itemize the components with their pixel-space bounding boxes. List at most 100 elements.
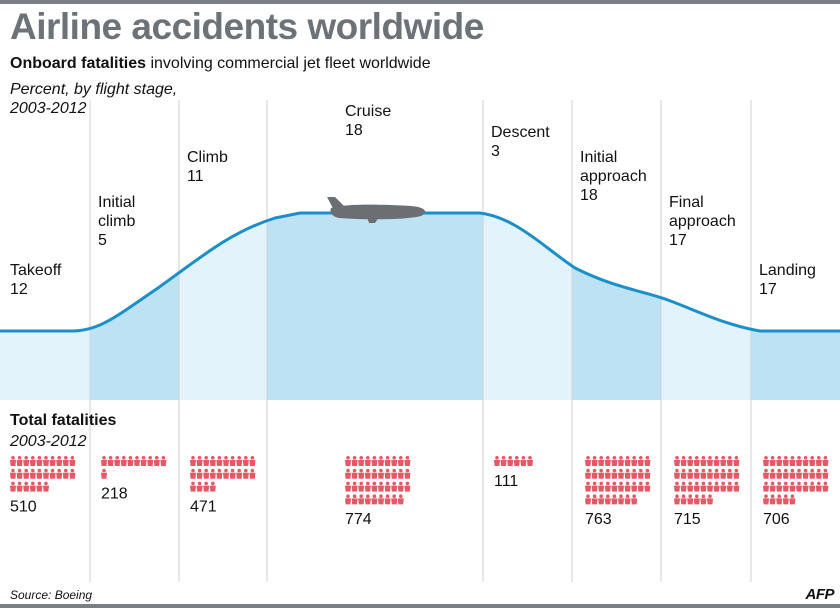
person-head — [405, 456, 410, 460]
person-body — [216, 460, 223, 466]
flight-path-line — [0, 211, 840, 333]
person-body — [631, 460, 638, 466]
person-head — [803, 468, 808, 473]
person-head — [108, 456, 113, 460]
person-body — [637, 472, 644, 479]
person-body — [404, 460, 411, 466]
page-title: Airline accidents worldwide — [10, 6, 484, 47]
person-body — [147, 460, 154, 466]
person-body — [674, 498, 680, 505]
person-head — [217, 456, 222, 460]
person-body — [404, 472, 411, 479]
person-body — [611, 485, 618, 492]
person-head — [17, 456, 22, 460]
person-head — [728, 468, 732, 473]
stage-percent-label: 5 — [98, 232, 107, 249]
stage-percent-label: 12 — [10, 281, 28, 298]
area-band-3 — [267, 213, 483, 400]
stage-percent-label: 3 — [491, 143, 500, 160]
person-head — [385, 494, 390, 499]
person-body — [680, 472, 687, 479]
person-body — [815, 472, 822, 479]
person-head — [714, 468, 719, 473]
person-body — [49, 460, 56, 466]
person-body — [62, 460, 69, 466]
person-head — [639, 481, 643, 486]
person-head — [681, 456, 686, 460]
area-band-4 — [483, 213, 572, 400]
person-head — [122, 456, 126, 460]
person-body — [700, 472, 707, 479]
person-head — [797, 456, 801, 460]
totals-title: Total fatalities — [10, 412, 117, 429]
person-body — [680, 460, 687, 466]
person-body — [687, 460, 694, 466]
person-body — [29, 460, 36, 466]
person-head — [115, 456, 119, 460]
person-head — [50, 468, 55, 473]
person-head — [790, 481, 795, 486]
person-head — [385, 468, 390, 473]
person-body — [598, 498, 605, 505]
person-head — [372, 481, 377, 486]
person-body — [371, 498, 378, 505]
person-body — [43, 472, 49, 479]
person-head — [764, 481, 768, 486]
person-body — [700, 498, 707, 505]
person-body — [10, 485, 16, 492]
person-body — [209, 485, 216, 492]
fatality-pictogram-1 — [101, 456, 167, 479]
person-body — [585, 460, 591, 466]
person-head — [770, 468, 775, 473]
person-body — [604, 460, 611, 466]
person-head — [224, 468, 228, 473]
person-body — [345, 498, 351, 505]
area-band-1 — [90, 213, 179, 400]
person-head — [392, 494, 397, 499]
person-head — [645, 481, 650, 486]
subtitle-rest: involving commercial jet fleet worldwide — [146, 55, 431, 72]
stage-name-label: Descent — [491, 124, 550, 141]
person-head — [44, 468, 48, 473]
person-body — [618, 460, 624, 466]
person-head — [803, 481, 808, 486]
person-body — [120, 460, 127, 466]
area-band-6 — [661, 213, 751, 400]
person-head — [803, 456, 808, 460]
person-head — [790, 468, 795, 473]
total-fatalities-label: 510 — [10, 498, 37, 515]
source-note: Source: Boeing — [10, 588, 93, 602]
person-body — [720, 485, 727, 492]
person-head — [359, 468, 364, 473]
person-body — [674, 460, 680, 466]
person-body — [726, 472, 733, 479]
person-body — [591, 460, 598, 466]
person-head — [675, 494, 679, 499]
person-head — [372, 468, 377, 473]
person-body — [507, 460, 514, 466]
person-body — [216, 472, 223, 479]
person-head — [688, 456, 692, 460]
fatality-pictogram-0 — [10, 456, 76, 492]
person-body — [358, 498, 365, 505]
person-body — [631, 498, 638, 505]
person-body — [769, 498, 776, 505]
person-head — [366, 468, 370, 473]
area-band-7 — [751, 213, 840, 400]
person-head — [632, 456, 636, 460]
person-head — [619, 481, 623, 486]
person-body — [397, 472, 404, 479]
person-body — [358, 485, 365, 492]
person-body — [763, 485, 769, 492]
person-body — [127, 460, 134, 466]
person-head — [237, 456, 241, 460]
person-body — [644, 485, 651, 492]
person-head — [191, 481, 195, 486]
person-body — [796, 460, 802, 466]
person-head — [515, 456, 519, 460]
person-body — [700, 460, 707, 466]
person-body — [624, 460, 631, 466]
person-body — [720, 460, 727, 466]
person-head — [823, 456, 828, 460]
person-body — [384, 460, 391, 466]
